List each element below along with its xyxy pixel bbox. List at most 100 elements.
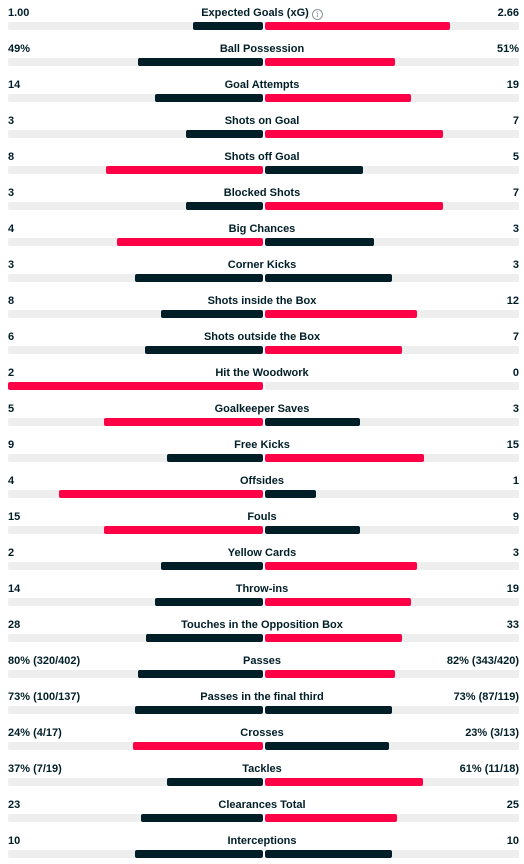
home-value: 14	[8, 583, 21, 595]
stat-label: Goal Attempts	[0, 79, 524, 91]
stat-header: 8 Shots off Goal 5	[0, 144, 524, 164]
home-bar-fill	[155, 94, 263, 102]
home-bar-fill	[146, 634, 263, 642]
home-bar-track	[8, 634, 263, 642]
home-bar-track	[8, 310, 263, 318]
stat-header: 3 Blocked Shots 7	[0, 180, 524, 200]
home-value: 2	[8, 367, 15, 379]
away-value: 61% (11/18)	[459, 763, 519, 775]
stat-label: Expected Goals (xG) i	[0, 7, 524, 20]
home-bar-track	[8, 22, 263, 30]
away-value: 33	[506, 619, 519, 631]
stat-row: 2 Yellow Cards 3	[0, 540, 524, 576]
stat-row: 9 Free Kicks 15	[0, 432, 524, 468]
away-value: 23% (3/13)	[465, 727, 519, 739]
stat-label-text: Hit the Woodwork	[215, 367, 309, 379]
home-bar-fill	[138, 670, 263, 678]
home-bar-fill	[8, 382, 263, 390]
home-bar-track	[8, 562, 263, 570]
home-value: 1.00	[8, 7, 30, 19]
stat-row: 14 Goal Attempts 19	[0, 72, 524, 108]
away-bar-track	[265, 490, 519, 498]
stat-row: 8 Shots off Goal 5	[0, 144, 524, 180]
home-value: 28	[8, 619, 21, 631]
stat-header: 24% (4/17) Crosses 23% (3/13)	[0, 720, 524, 740]
away-bar-track	[265, 742, 519, 750]
away-value: 15	[506, 439, 519, 451]
info-icon[interactable]: i	[311, 9, 323, 20]
stat-label: Crosses	[0, 727, 524, 739]
stat-row: 5 Goalkeeper Saves 3	[0, 396, 524, 432]
stat-row: 15 Fouls 9	[0, 504, 524, 540]
away-bar-track	[265, 58, 519, 66]
stat-header: 14 Throw-ins 19	[0, 576, 524, 596]
home-value: 3	[8, 187, 15, 199]
away-bar-fill	[265, 526, 360, 534]
stat-label: Passes in the final third	[0, 691, 524, 703]
stat-label-text: Shots on Goal	[224, 115, 300, 127]
stat-header: 6 Shots outside the Box 7	[0, 324, 524, 344]
home-bar-fill	[117, 238, 263, 246]
stat-row: 8 Shots inside the Box 12	[0, 288, 524, 324]
stat-label-text: Passes in the final third	[200, 691, 324, 703]
home-bar-track	[8, 346, 263, 354]
home-bar-fill	[145, 346, 263, 354]
stat-label: Shots inside the Box	[0, 295, 524, 307]
home-bar-track	[8, 670, 263, 678]
stat-header: 1.00 Expected Goals (xG) i 2.66	[0, 0, 524, 20]
stat-label-text: Tackles	[242, 763, 282, 775]
home-bar-track	[8, 274, 263, 282]
home-bar-track	[8, 418, 263, 426]
away-bar-track	[265, 814, 519, 822]
away-value: 25	[506, 799, 519, 811]
away-value: 3	[512, 259, 519, 271]
away-bar-track	[265, 382, 519, 390]
stat-header: 5 Goalkeeper Saves 3	[0, 396, 524, 416]
stat-label: Yellow Cards	[0, 547, 524, 559]
away-bar-fill	[265, 850, 392, 858]
home-value: 3	[8, 259, 15, 271]
away-value: 73% (87/119)	[453, 691, 519, 703]
stat-label-text: Free Kicks	[234, 439, 290, 451]
away-value: 19	[506, 583, 519, 595]
home-value: 5	[8, 403, 15, 415]
home-bar-fill	[161, 562, 263, 570]
away-bar-track	[265, 238, 519, 246]
away-bar-fill	[265, 94, 411, 102]
home-bar-fill	[167, 778, 263, 786]
stat-row: 2 Hit the Woodwork 0	[0, 360, 524, 396]
home-bar-track	[8, 742, 263, 750]
stat-header: 15 Fouls 9	[0, 504, 524, 524]
home-bar-track	[8, 382, 263, 390]
away-bar-fill	[265, 778, 423, 786]
stat-header: 37% (7/19) Tackles 61% (11/18)	[0, 756, 524, 776]
stat-label-text: Touches in the Opposition Box	[181, 619, 343, 631]
stat-label-text: Ball Possession	[219, 43, 305, 55]
stat-label: Hit the Woodwork	[0, 367, 524, 379]
away-bar-fill	[265, 634, 402, 642]
stat-label: Throw-ins	[0, 583, 524, 595]
home-bar-fill	[59, 490, 263, 498]
home-bar-track	[8, 238, 263, 246]
home-bar-fill	[106, 166, 263, 174]
stat-label: Corner Kicks	[0, 259, 524, 271]
away-bar-fill	[265, 706, 392, 714]
stat-label: Big Chances	[0, 223, 524, 235]
away-bar-fill	[265, 130, 443, 138]
stat-header: 3 Shots on Goal 7	[0, 108, 524, 128]
stat-header: 14 Goal Attempts 19	[0, 72, 524, 92]
away-value: 10	[506, 835, 519, 847]
stat-label: Touches in the Opposition Box	[0, 619, 524, 631]
home-value: 8	[8, 151, 15, 163]
stat-header: 3 Corner Kicks 3	[0, 252, 524, 272]
away-value: 3	[512, 403, 519, 415]
home-bar-track	[8, 814, 263, 822]
away-bar-fill	[265, 310, 417, 318]
home-value: 8	[8, 295, 15, 307]
stat-header: 10 Interceptions 10	[0, 828, 524, 848]
stat-label-text: Goalkeeper Saves	[214, 403, 310, 415]
home-bar-track	[8, 166, 263, 174]
away-bar-track	[265, 346, 519, 354]
stat-row: 37% (7/19) Tackles 61% (11/18)	[0, 756, 524, 792]
